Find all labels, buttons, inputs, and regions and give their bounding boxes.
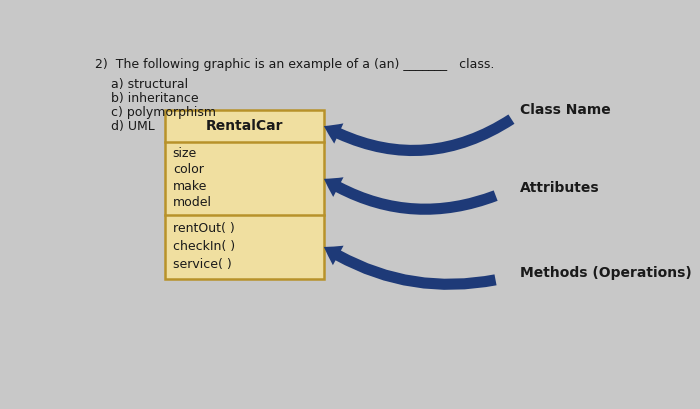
Text: service( ): service( ) <box>173 258 232 271</box>
Text: RentalCar: RentalCar <box>206 119 284 133</box>
Text: b) inheritance: b) inheritance <box>111 92 198 105</box>
Text: d) UML: d) UML <box>111 120 155 133</box>
FancyBboxPatch shape <box>165 110 324 279</box>
Text: model: model <box>173 196 211 209</box>
FancyArrowPatch shape <box>324 177 498 215</box>
Text: a) structural: a) structural <box>111 78 188 90</box>
FancyArrowPatch shape <box>324 115 514 156</box>
Text: Class Name: Class Name <box>520 103 610 117</box>
Text: checkIn( ): checkIn( ) <box>173 240 235 253</box>
Text: c) polymorphism: c) polymorphism <box>111 106 216 119</box>
Text: rentOut( ): rentOut( ) <box>173 222 235 234</box>
Text: color: color <box>173 163 204 176</box>
Text: Attributes: Attributes <box>520 182 600 196</box>
FancyArrowPatch shape <box>324 246 496 290</box>
Text: size: size <box>173 147 197 160</box>
Text: 2)  The following graphic is an example of a (an) _______   class.: 2) The following graphic is an example o… <box>95 58 495 70</box>
Text: Methods (Operations): Methods (Operations) <box>520 266 692 280</box>
Text: make: make <box>173 180 207 193</box>
